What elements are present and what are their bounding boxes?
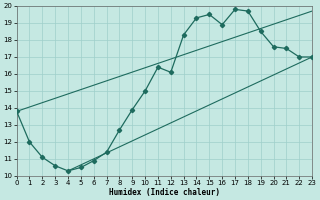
X-axis label: Humidex (Indice chaleur): Humidex (Indice chaleur) (109, 188, 220, 197)
